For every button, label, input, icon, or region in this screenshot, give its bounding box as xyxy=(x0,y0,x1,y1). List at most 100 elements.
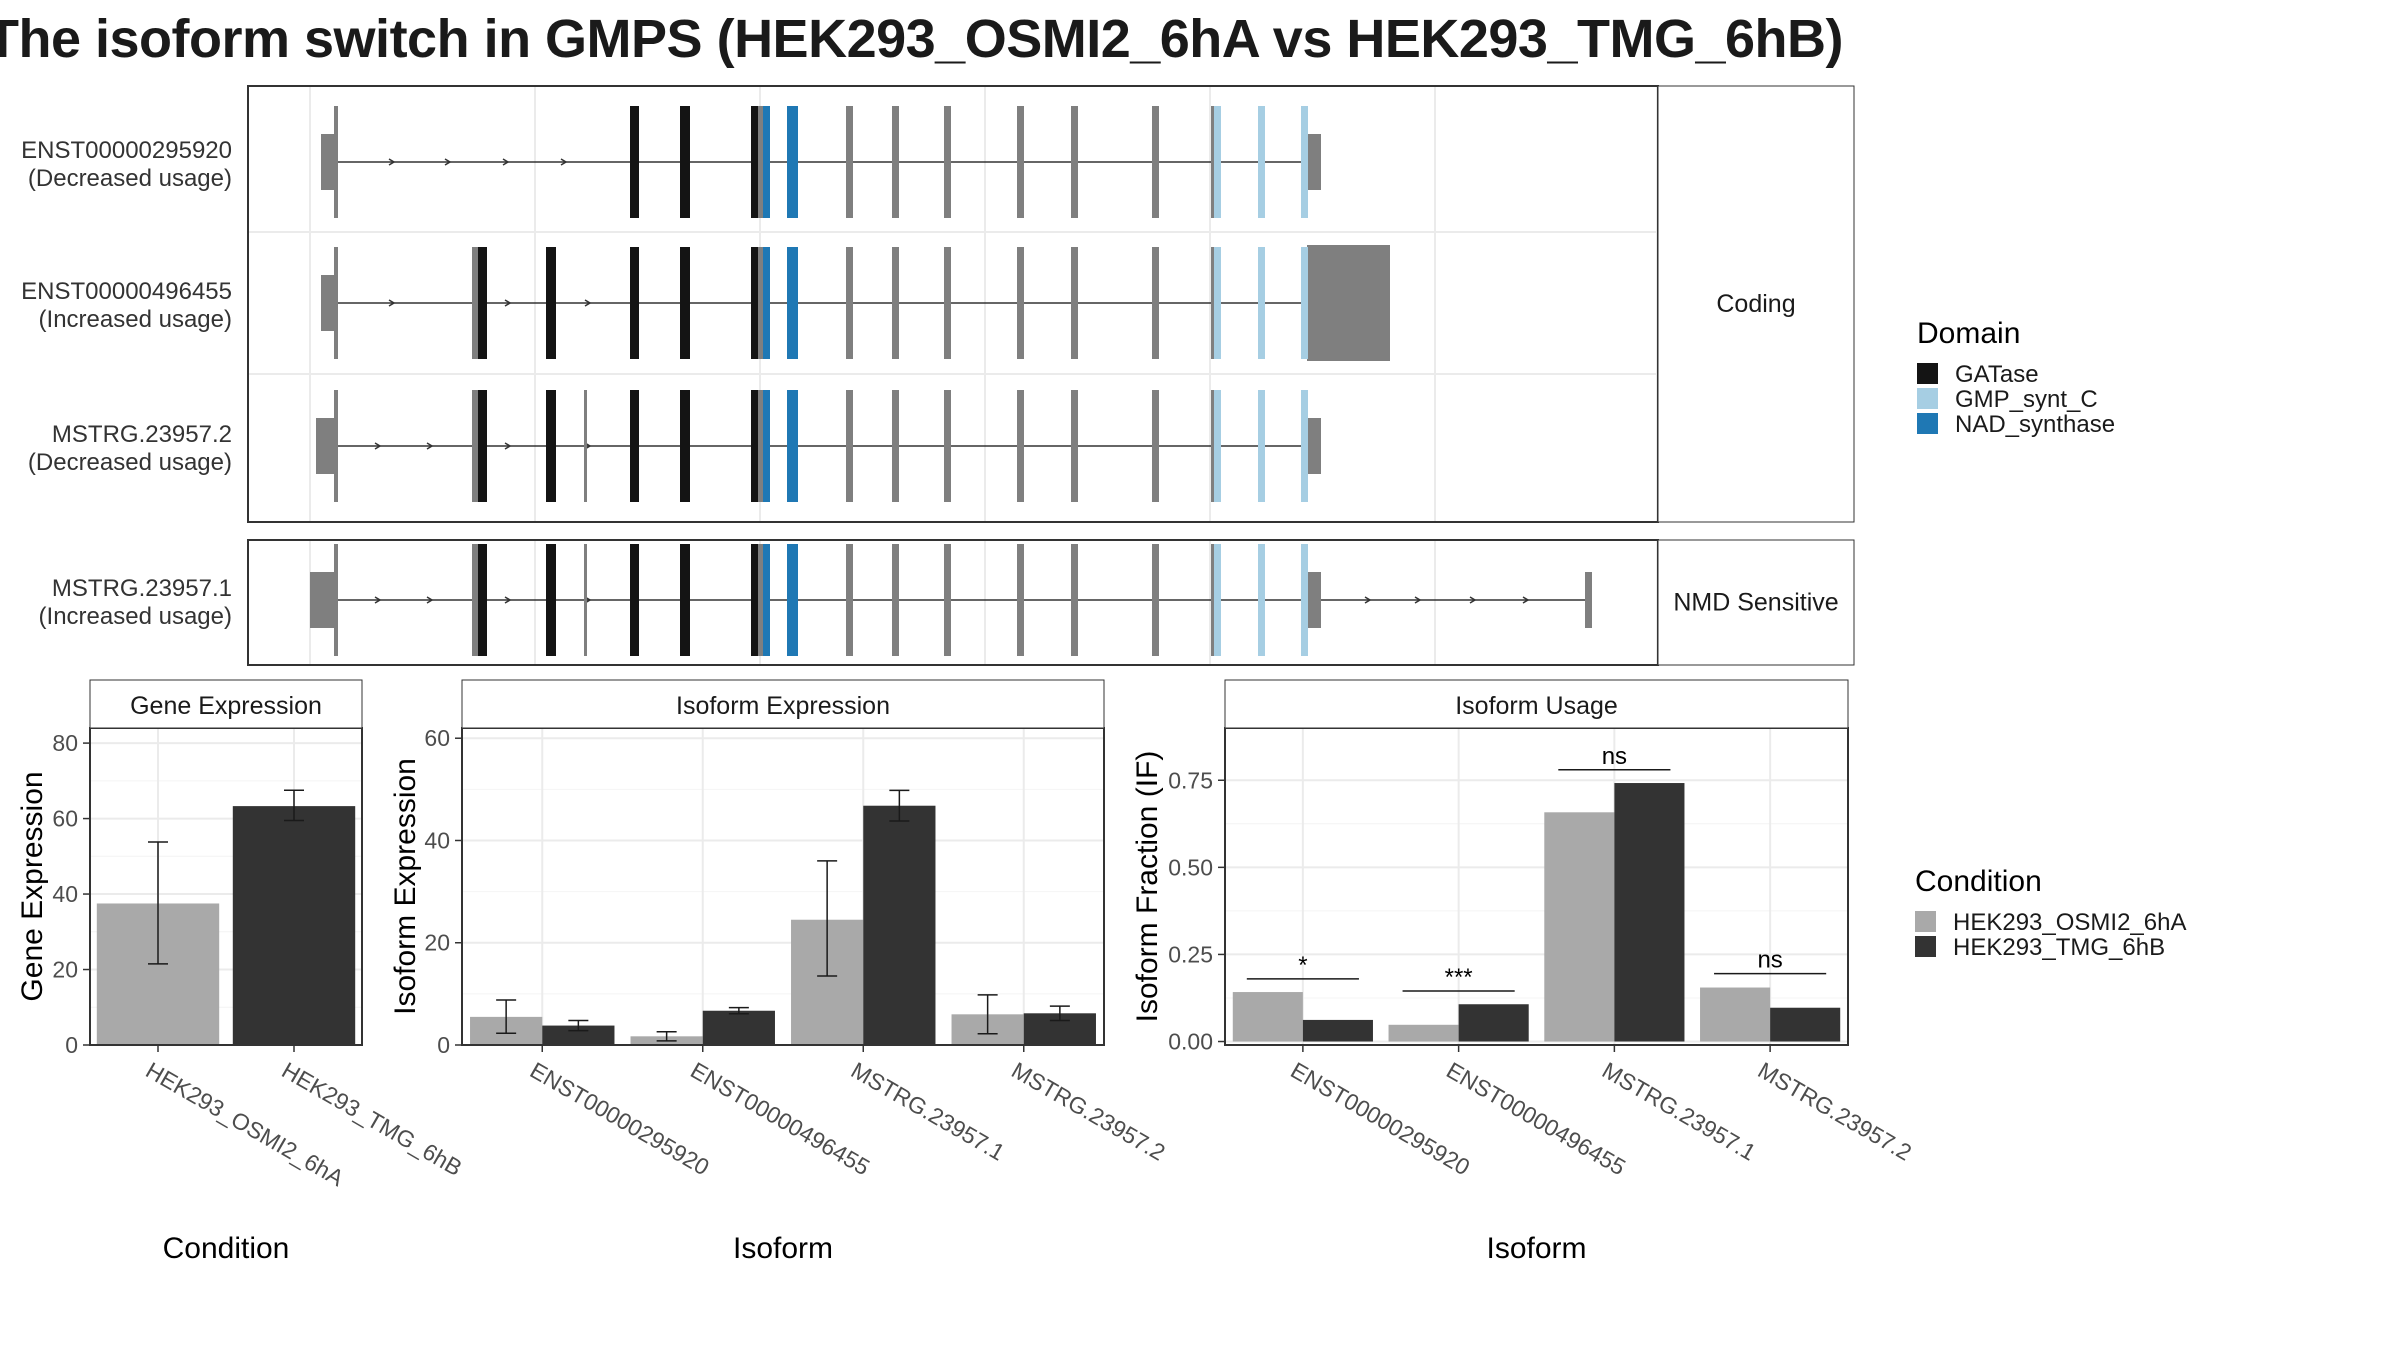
domain-exon-NAD_synthase xyxy=(787,544,798,656)
domain-legend-label: GMP_synt_C xyxy=(1955,386,2098,413)
exon xyxy=(846,247,853,359)
domain-exon-GMP_synt_C xyxy=(1258,106,1265,218)
exon xyxy=(1017,106,1024,218)
cds-start xyxy=(334,390,338,502)
domain-exon-NAD_synthase xyxy=(787,390,798,502)
facet-strip xyxy=(1224,679,1849,729)
y-axis-label: Isoform Expression xyxy=(389,758,422,1015)
utr-5prime xyxy=(321,275,336,331)
x-tick-label: ENST00000295920 xyxy=(526,1057,714,1181)
exon xyxy=(758,106,763,218)
domain-exon-GMP_synt_C xyxy=(1301,106,1308,218)
exon xyxy=(846,106,853,218)
domain-exon-GMP_synt_C xyxy=(1258,247,1265,359)
significance-label: ns xyxy=(1757,947,1782,974)
y-tick-label: 0 xyxy=(65,1032,78,1058)
exon xyxy=(1211,390,1214,502)
y-tick-label: 40 xyxy=(52,881,78,907)
domain-legend-swatch xyxy=(1917,388,1938,409)
isoform-id-label: ENST00000496455 xyxy=(21,278,232,305)
domain-exon-GATase xyxy=(546,247,556,359)
domain-exon-GMP_synt_C xyxy=(1301,544,1308,656)
bar xyxy=(1614,783,1685,1042)
y-tick-label: 0 xyxy=(437,1032,450,1058)
y-axis-label: Gene Expression xyxy=(16,771,49,1001)
exon xyxy=(1071,106,1078,218)
facet-strip xyxy=(1657,539,1855,666)
exon xyxy=(1152,544,1159,656)
exon xyxy=(472,247,478,359)
x-tick-label: MSTRG.23957.1 xyxy=(847,1057,1009,1166)
direction-arrow xyxy=(1469,596,1477,604)
domain-exon-GATase xyxy=(680,544,690,656)
bar xyxy=(1458,1004,1529,1042)
domain-exon-NAD_synthase xyxy=(763,390,770,502)
exon xyxy=(1152,390,1159,502)
exon xyxy=(1211,544,1214,656)
utr-3prime xyxy=(1307,572,1321,628)
facet-strip xyxy=(89,679,363,729)
exon xyxy=(892,247,899,359)
exon xyxy=(472,544,478,656)
structure-panel xyxy=(248,540,1658,665)
exon xyxy=(758,247,763,359)
y-tick-label: 0.75 xyxy=(1168,767,1213,793)
domain-legend-title: Domain xyxy=(1917,317,2020,350)
direction-arrow xyxy=(560,158,568,166)
bar xyxy=(1770,1007,1841,1042)
isoform-usage-label: (Increased usage) xyxy=(39,603,232,630)
cds-start xyxy=(334,106,338,218)
direction-arrow xyxy=(1522,596,1530,604)
exon xyxy=(892,390,899,502)
facet-label: NMD Sensitive xyxy=(1673,589,1838,617)
direction-arrow xyxy=(504,442,512,450)
domain-exon-GATase xyxy=(630,106,639,218)
exon xyxy=(1017,390,1024,502)
direction-arrow xyxy=(374,442,382,450)
utr-3prime xyxy=(1307,134,1321,190)
domain-legend-swatch xyxy=(1917,413,1938,434)
facet-label: Coding xyxy=(1716,290,1795,318)
facet-strip xyxy=(1657,85,1855,523)
y-axis-label: Isoform Fraction (IF) xyxy=(1131,751,1164,1023)
exon xyxy=(472,390,478,502)
utr-3prime xyxy=(1307,418,1321,474)
domain-exon-GATase xyxy=(630,390,639,502)
bar xyxy=(1302,1019,1373,1042)
y-tick-label: 0.25 xyxy=(1168,941,1213,967)
exon xyxy=(584,544,587,656)
structure-panel xyxy=(248,86,1658,522)
isoform-usage-label: (Decreased usage) xyxy=(28,165,232,192)
domain-exon-GMP_synt_C xyxy=(1258,544,1265,656)
domain-exon-NAD_synthase xyxy=(787,247,798,359)
domain-legend-swatch xyxy=(1917,363,1938,384)
bar xyxy=(702,1010,775,1045)
bar-chart-2: ENST00000295920ENST00000496455MSTRG.2395… xyxy=(389,679,1170,1265)
direction-arrow xyxy=(584,299,592,307)
isoform-id-label: MSTRG.23957.2 xyxy=(52,421,232,448)
gene-structure-plot: ENST00000295920(Decreased usage)ENST0000… xyxy=(21,85,1855,666)
exon xyxy=(944,106,951,218)
y-tick-label: 80 xyxy=(52,730,78,756)
domain-legend-label: GATase xyxy=(1955,361,2039,388)
direction-arrow xyxy=(426,596,434,604)
domain-exon-GATase xyxy=(751,544,761,656)
x-tick-label: MSTRG.23957.2 xyxy=(1007,1057,1169,1166)
significance-label: *** xyxy=(1445,964,1473,991)
exon xyxy=(1017,247,1024,359)
direction-arrow xyxy=(502,158,510,166)
y-tick-label: 60 xyxy=(424,725,450,751)
domain-legend-label: NAD_synthase xyxy=(1955,411,2115,438)
direction-arrow xyxy=(388,299,396,307)
bar xyxy=(1232,992,1303,1042)
exon xyxy=(1017,544,1024,656)
domain-exon-GATase xyxy=(751,390,761,502)
domain-exon-GATase xyxy=(478,247,487,359)
domain-exon-NAD_synthase xyxy=(763,106,770,218)
y-tick-label: 40 xyxy=(424,827,450,853)
cds-start xyxy=(334,544,338,656)
bar xyxy=(542,1025,615,1045)
significance-label: ns xyxy=(1602,743,1627,770)
